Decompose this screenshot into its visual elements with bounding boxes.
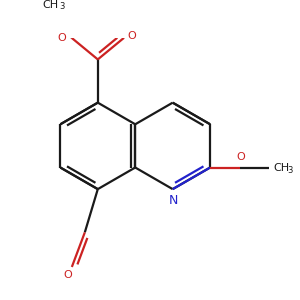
Text: O: O	[63, 270, 72, 280]
Text: N: N	[169, 194, 178, 207]
Text: CH: CH	[43, 0, 59, 10]
Text: 3: 3	[287, 166, 293, 175]
Text: CH: CH	[273, 163, 290, 172]
Text: 3: 3	[60, 2, 65, 11]
Text: O: O	[128, 31, 136, 40]
Text: O: O	[58, 33, 66, 43]
Text: O: O	[236, 152, 245, 162]
